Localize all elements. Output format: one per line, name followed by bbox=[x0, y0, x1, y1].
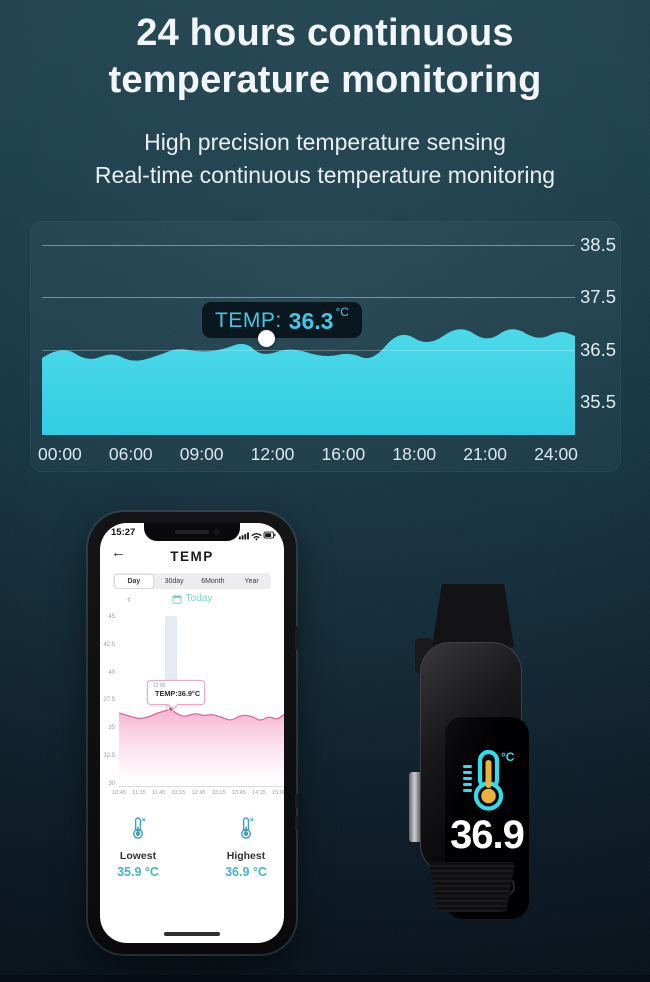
phone-mockup: 15:27 bbox=[88, 512, 298, 954]
x-tick: 12:00 bbox=[250, 444, 295, 464]
app-x-tick: 15:00 bbox=[271, 790, 284, 796]
phone-camera bbox=[214, 529, 220, 535]
app-chart-tooltip: 12:00 TEMP:36.9°C bbox=[147, 680, 205, 710]
lowest-label: Lowest bbox=[119, 850, 157, 862]
tooltip-label: TEMP: bbox=[215, 309, 282, 332]
battery-icon bbox=[263, 531, 276, 539]
phone-side-button bbox=[295, 816, 298, 830]
y-tick: 38.5 bbox=[580, 234, 617, 255]
app-y-tick: 40 bbox=[108, 669, 115, 676]
lowest-summary: Lowest 35.9 °C bbox=[107, 817, 169, 879]
app-x-tick: 12:15 bbox=[171, 790, 186, 796]
thermometer-icon bbox=[240, 817, 254, 839]
app-x-tick: 13:45 bbox=[231, 790, 246, 796]
highest-summary: Highest 36.9 °C bbox=[215, 817, 277, 879]
tab-6month[interactable]: 6Month bbox=[201, 577, 225, 585]
status-bar-time: 15:27 bbox=[111, 527, 136, 538]
x-tick: 00:00 bbox=[38, 444, 82, 464]
period-tabs: Day 30day 6Month Year bbox=[113, 573, 271, 589]
app-y-tick: 45 bbox=[108, 614, 115, 620]
thermometer-icon bbox=[132, 817, 146, 839]
chart-tooltip: TEMP: 36.3 °C bbox=[202, 302, 362, 338]
home-indicator[interactable] bbox=[164, 932, 220, 936]
app-y-tick: 30 bbox=[108, 780, 115, 787]
y-tick: 35.5 bbox=[580, 390, 617, 412]
chart-y-axis: 38.5 37.5 36.5 35.5 bbox=[580, 234, 617, 412]
subtitle-line-1: High precision temperature sensing bbox=[144, 129, 506, 155]
band-strap-bottom bbox=[429, 862, 515, 912]
title-line-2: temperature monitoring bbox=[108, 59, 542, 102]
signal-icon bbox=[239, 532, 249, 540]
highest-label: Highest bbox=[226, 850, 266, 862]
status-bar-icons bbox=[239, 528, 276, 546]
tooltip-text: TEMP:36.9°C bbox=[155, 689, 201, 698]
tooltip-value: 36.3 bbox=[288, 307, 334, 334]
app-x-tick: 11:15 bbox=[132, 790, 146, 796]
gridline-36-5 bbox=[42, 350, 575, 351]
chart-marker-dot bbox=[258, 330, 275, 347]
tab-day[interactable]: Day bbox=[114, 574, 154, 588]
y-tick: 36.5 bbox=[580, 338, 617, 360]
x-tick: 16:00 bbox=[321, 444, 366, 464]
chart-x-axis: 00:00 06:00 09:00 12:00 16:00 18:00 21:00 24:00 bbox=[38, 444, 578, 465]
wifi-icon bbox=[251, 533, 262, 539]
phone-speaker bbox=[175, 530, 209, 534]
phone-side-button bbox=[295, 794, 298, 808]
x-tick: 06:00 bbox=[108, 444, 153, 464]
calendar-icon bbox=[172, 594, 182, 604]
x-tick: 21:00 bbox=[463, 444, 508, 464]
wave-area-path bbox=[42, 329, 575, 435]
app-chart-x-axis: 10:45 11:15 11:45 12:15 12:45 13:15 13:45 14:15… bbox=[112, 790, 284, 796]
app-x-tick: 11:45 bbox=[151, 790, 166, 796]
app-y-tick: 35 bbox=[108, 725, 115, 732]
phone-power-button bbox=[295, 626, 298, 650]
app-x-tick: 12:45 bbox=[191, 790, 206, 796]
y-tick: 37.5 bbox=[580, 286, 617, 308]
lowest-value: 35.9 °C bbox=[117, 865, 159, 879]
wifi-dot bbox=[255, 538, 258, 541]
tab-year[interactable]: Year bbox=[244, 577, 259, 585]
tab-30day[interactable]: 30day bbox=[164, 577, 184, 585]
app-x-tick: 10:45 bbox=[112, 790, 126, 796]
app-chart-y-axis: 45 42.5 40 37.5 35 32.5 30 bbox=[100, 614, 115, 788]
app-title: TEMP bbox=[170, 549, 214, 564]
tooltip-unit: °C bbox=[335, 305, 349, 319]
date-selector[interactable]: Today bbox=[100, 593, 284, 604]
x-tick: 18:00 bbox=[392, 444, 437, 464]
subtitle-line-2: Real-time continuous temperature monitor… bbox=[94, 161, 556, 188]
app-y-tick: 37.5 bbox=[103, 697, 115, 704]
phone-screen: 15:27 bbox=[100, 523, 284, 943]
app-y-tick: 32.5 bbox=[103, 753, 115, 760]
x-tick: 24:00 bbox=[534, 444, 578, 464]
app-area-path bbox=[119, 709, 284, 787]
app-x-tick: 14:15 bbox=[251, 790, 266, 796]
bottom-shadow-strip bbox=[0, 975, 650, 982]
x-tick: 09:00 bbox=[179, 444, 224, 464]
highest-value: 36.9 °C bbox=[225, 865, 267, 879]
page-title: 24 hours continuous temperature monitori… bbox=[0, 10, 650, 104]
today-label: Today bbox=[185, 593, 213, 604]
band-strap-top bbox=[432, 584, 514, 648]
band-body: °C 36.9 bbox=[420, 642, 529, 919]
phone-notch bbox=[144, 523, 240, 541]
app-x-tick: 13:15 bbox=[211, 790, 226, 796]
app-y-tick: 42.5 bbox=[103, 641, 115, 648]
title-line-1: 24 hours continuous bbox=[136, 12, 514, 54]
page-subtitle: High precision temperature sensing Real-… bbox=[0, 126, 650, 192]
fitness-band: °C 36.9 bbox=[405, 582, 605, 919]
